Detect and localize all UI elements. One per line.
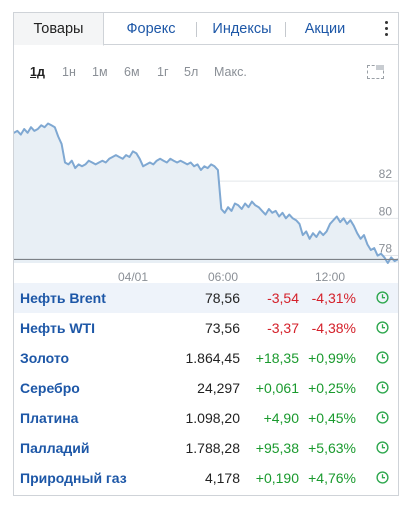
period-1m[interactable]: 1м (92, 65, 108, 79)
tab-forex[interactable]: Форекс (126, 21, 176, 37)
price-area (14, 123, 398, 263)
last-price: 24,297 (197, 380, 240, 396)
percent-change: +0,45% (308, 410, 356, 426)
percent-change: -4,31% (311, 290, 356, 306)
x-tick-label: 04/01 (118, 270, 148, 283)
period-max[interactable]: Макс. (214, 65, 247, 79)
tab-underline (104, 44, 398, 45)
instrument-name[interactable]: Природный газ (20, 470, 127, 486)
kebab-menu-icon[interactable] (380, 19, 394, 39)
percent-change: +0,99% (308, 350, 356, 366)
last-price: 1.098,20 (185, 410, 241, 426)
price-change: -3,37 (267, 320, 299, 336)
clock-icon (376, 351, 389, 364)
percent-change: +5,63% (308, 440, 356, 456)
tab-stocks[interactable]: Акции (304, 21, 346, 37)
price-change: +0,061 (255, 380, 299, 396)
quote-row[interactable]: Природный газ 4,178 +0,190 +4,76% (14, 463, 398, 493)
quote-row[interactable]: Серебро 24,297 +0,061 +0,25% (14, 373, 398, 403)
tab-separator (285, 22, 286, 37)
clock-icon (376, 471, 389, 484)
period-6m[interactable]: 6м (124, 65, 140, 79)
y-tick-label: 82 (379, 167, 393, 181)
clock-icon (376, 411, 389, 424)
period-1y[interactable]: 1г (157, 65, 169, 79)
tab-indices[interactable]: Индексы (212, 21, 272, 37)
tab-bar: Товары Форекс Индексы Акции (14, 13, 398, 46)
instrument-name[interactable]: Нефть WTI (20, 320, 95, 336)
markets-widget: Товары Форекс Индексы Акции 1д 1н 1м 6м … (13, 12, 399, 496)
price-change: +95,38 (255, 440, 299, 456)
clock-icon (376, 381, 389, 394)
quote-row[interactable]: Палладий 1.788,28 +95,38 +5,63% (14, 433, 398, 463)
percent-change: -4,38% (311, 320, 356, 336)
instrument-name[interactable]: Нефть Brent (20, 290, 106, 306)
y-tick-label: 78 (379, 242, 393, 256)
percent-change: +0,25% (308, 380, 356, 396)
instrument-name[interactable]: Золото (20, 350, 70, 366)
price-line (14, 122, 398, 264)
percent-change: +4,76% (308, 470, 356, 486)
quote-row[interactable]: Платина 1.098,20 +4,90 +0,45% (14, 403, 398, 433)
price-change: +4,90 (263, 410, 299, 426)
period-5y[interactable]: 5л (184, 65, 199, 79)
instrument-name[interactable]: Платина (20, 410, 79, 426)
x-tick-label: 06:00 (208, 270, 238, 283)
last-price: 4,178 (204, 470, 240, 486)
period-1d[interactable]: 1д (30, 65, 45, 79)
quote-row[interactable]: Нефть Brent 78,56 -3,54 -4,31% (14, 283, 398, 313)
last-price: 1.864,45 (185, 350, 241, 366)
x-tick-label: 12:00 (315, 270, 345, 283)
price-change: +0,190 (255, 470, 299, 486)
last-price: 78,56 (204, 290, 240, 306)
instrument-name[interactable]: Палладий (20, 440, 90, 456)
price-chart: 82 80 78 04/01 06:00 12:00 (14, 122, 398, 283)
price-change: -3,54 (267, 290, 299, 306)
chart-toggle-icon[interactable] (367, 65, 384, 79)
last-price: 73,56 (204, 320, 240, 336)
clock-icon (376, 441, 389, 454)
tab-commodities[interactable]: Товары (14, 13, 104, 46)
last-price: 1.788,28 (185, 440, 241, 456)
clock-icon (376, 321, 389, 334)
tab-separator (196, 22, 197, 37)
period-1w[interactable]: 1н (62, 65, 76, 79)
quote-row[interactable]: Золото 1.864,45 +18,35 +0,99% (14, 343, 398, 373)
instrument-name[interactable]: Серебро (20, 380, 80, 396)
clock-icon (376, 291, 389, 304)
quote-row[interactable]: Нефть WTI 73,56 -3,37 -4,38% (14, 313, 398, 343)
price-change: +18,35 (255, 350, 299, 366)
y-tick-label: 80 (379, 204, 393, 218)
